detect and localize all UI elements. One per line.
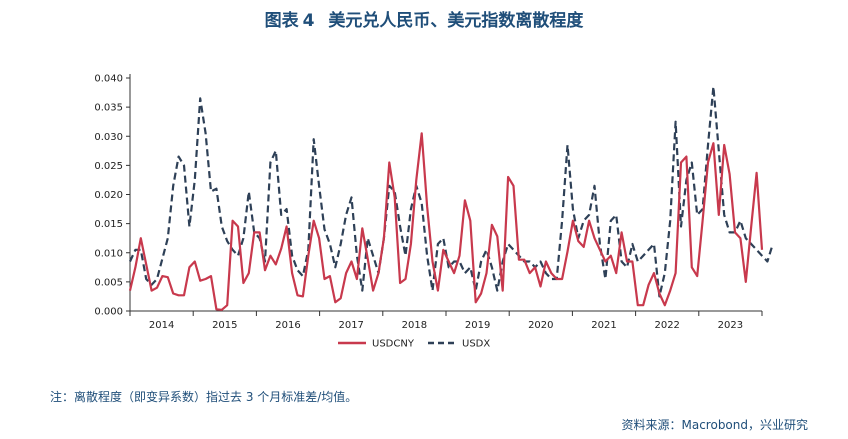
y-tick-label: 0.040 — [94, 74, 123, 85]
y-tick-label: 0.025 — [94, 161, 123, 172]
x-tick-label: 2023 — [718, 320, 743, 331]
figure-title-text: 美元兑人民币、美元指数离散程度 — [328, 11, 584, 31]
chart-title: 图表 4 美元兑人民币、美元指数离散程度 — [0, 6, 848, 31]
series-line-usdcny — [128, 132, 764, 311]
x-tick-label: 2018 — [402, 320, 427, 331]
y-tick-label: 0.000 — [94, 307, 123, 318]
y-tick-label: 0.005 — [94, 277, 123, 288]
y-tick-label: 0.015 — [94, 219, 123, 230]
series-line-usdx — [129, 85, 774, 298]
legend-label-usdcny: USDCNY — [372, 339, 415, 350]
x-tick-label: 2022 — [654, 320, 679, 331]
figure-prefix: 图表 — [264, 11, 299, 31]
x-tick-label: 2017 — [338, 320, 363, 331]
chart-source: 资料来源：Macrobond，兴业研究 — [621, 418, 809, 432]
x-tick-label: 2021 — [591, 320, 616, 331]
chart-note: 注：离散程度（即变异系数）指过去 3 个月标准差/均值。 — [50, 390, 358, 404]
x-tick-label: 2015 — [212, 320, 237, 331]
y-tick-label: 0.030 — [94, 132, 123, 143]
figure-number: 4 — [302, 11, 315, 31]
x-tick-label: 2020 — [528, 320, 553, 331]
legend-label-usdx: USDX — [462, 339, 490, 350]
x-tick-label: 2014 — [149, 320, 174, 331]
y-tick-label: 0.035 — [94, 103, 123, 114]
y-tick-label: 0.020 — [94, 190, 123, 201]
y-tick-label: 0.010 — [94, 248, 123, 259]
x-tick-label: 2019 — [465, 320, 490, 331]
x-tick-label: 2016 — [275, 320, 300, 331]
